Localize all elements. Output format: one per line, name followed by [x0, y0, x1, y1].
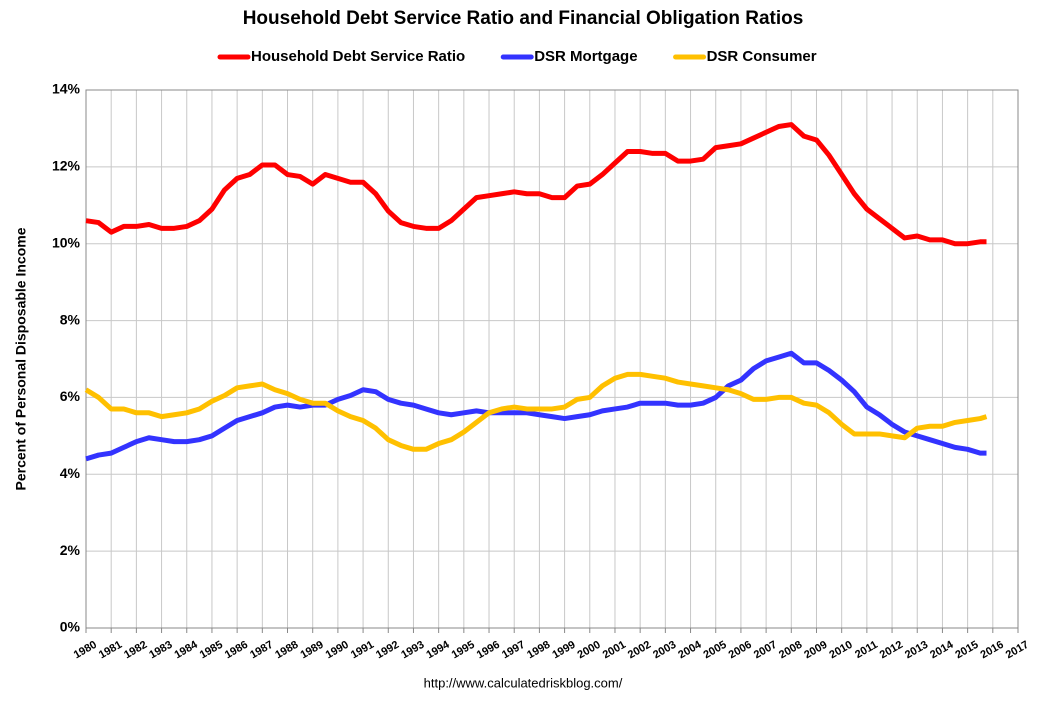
legend-label: DSR Mortgage: [534, 48, 637, 65]
series-line: [84, 371, 988, 452]
legend-label: DSR Consumer: [707, 48, 817, 65]
plot-border: [85, 89, 1019, 629]
y-tick-label: 8%: [60, 311, 81, 327]
series-line: [85, 122, 987, 247]
y-tick-label: 4%: [60, 465, 81, 481]
y-tick-label: 10%: [52, 234, 81, 250]
y-tick-label: 12%: [52, 158, 81, 174]
y-tick-label: 2%: [60, 542, 81, 558]
y-axis-label: Percent of Personal Disposable Income: [13, 227, 29, 490]
series-line: [85, 350, 987, 462]
y-tick-label: 6%: [60, 388, 81, 404]
source: http://www.calculatedriskblog.com/: [424, 675, 623, 690]
legend-label: Household Debt Service Ratio: [251, 48, 465, 65]
chart-title: Household Debt Service Ratio and Financi…: [243, 8, 804, 29]
y-tick-label: 0%: [60, 619, 81, 635]
y-tick-label: 14%: [52, 81, 81, 97]
